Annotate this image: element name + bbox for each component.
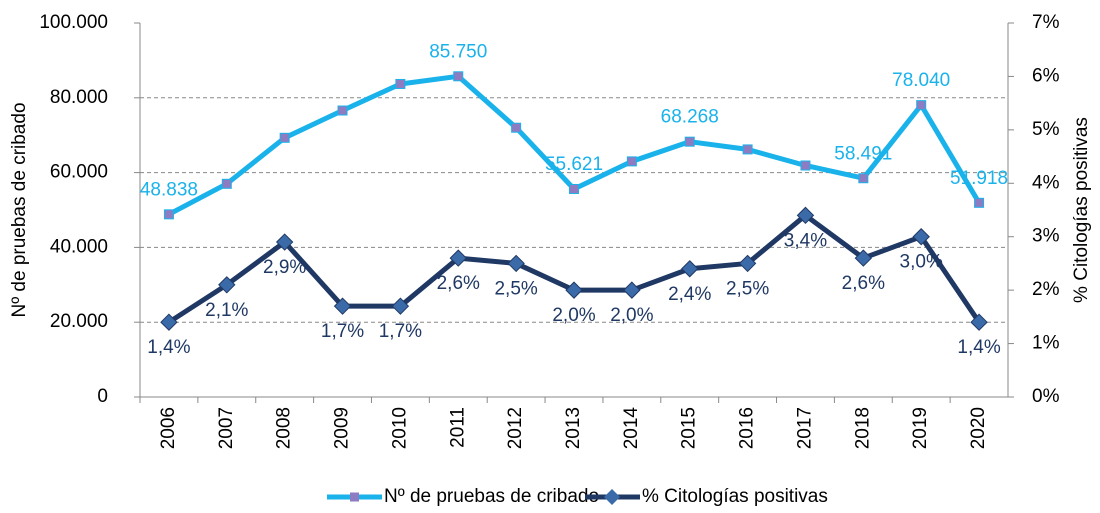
data-label: 1,4% <box>957 337 1000 358</box>
marker <box>221 178 232 189</box>
marker <box>449 249 467 267</box>
marker <box>395 78 406 89</box>
marker <box>912 228 930 246</box>
data-label: 2,5% <box>726 278 769 299</box>
y-tick-label: 0 <box>97 386 108 407</box>
marker <box>279 132 290 143</box>
data-label: 2,0% <box>610 305 653 326</box>
data-label: 3,0% <box>900 252 943 273</box>
y2-tick-label: 5% <box>1032 119 1060 140</box>
y2-tick-label: 3% <box>1032 226 1060 247</box>
y-tick-label: 20.000 <box>50 311 108 332</box>
marker <box>623 281 641 299</box>
y2-tick-label: 7% <box>1032 12 1060 33</box>
marker <box>163 209 174 220</box>
data-label: 2,9% <box>263 257 306 278</box>
x-tick-label: 2020 <box>968 407 989 449</box>
y2-tick-label: 1% <box>1032 333 1060 354</box>
data-label: 78.040 <box>892 70 950 91</box>
marker <box>511 122 522 133</box>
marker <box>796 206 815 225</box>
marker <box>569 183 579 194</box>
x-tick-label: 2019 <box>910 407 931 449</box>
x-tick-label: 2012 <box>505 407 526 449</box>
data-label: 2,0% <box>552 305 595 326</box>
marker <box>275 233 294 251</box>
data-label: 2,4% <box>668 284 711 305</box>
x-tick-label: 2016 <box>737 407 758 449</box>
data-label: 51.918 <box>950 168 1008 189</box>
x-tick-label: 2009 <box>332 407 353 449</box>
data-label: 85.750 <box>429 41 487 62</box>
data-label: 68.268 <box>661 107 719 128</box>
x-tick-label: 2013 <box>563 407 584 449</box>
y2-axis-title: % Citologías positivas <box>1071 117 1092 303</box>
data-label: 1,7% <box>379 321 422 342</box>
data-label: 55.621 <box>545 154 603 175</box>
marker <box>684 136 695 147</box>
marker <box>681 260 699 278</box>
x-tick-label: 2015 <box>679 407 700 449</box>
y2-tick-label: 2% <box>1032 279 1060 300</box>
marker <box>974 197 985 208</box>
y2-tick-label: 4% <box>1032 172 1060 193</box>
marker <box>742 144 753 155</box>
x-tick-label: 2014 <box>621 407 642 450</box>
x-tick-label: 2010 <box>389 407 410 449</box>
marker <box>626 156 637 167</box>
y-tick-label: 80.000 <box>50 87 108 108</box>
marker <box>970 313 988 331</box>
x-tick-label: 2011 <box>447 407 468 448</box>
marker <box>854 249 873 267</box>
legend-label: % Citologías positivas <box>642 486 828 507</box>
y-axis-title: Nº de pruebas de cribado <box>9 102 30 317</box>
marker <box>858 173 869 184</box>
marker <box>916 100 927 111</box>
marker <box>337 105 348 116</box>
data-label: 1,7% <box>321 321 364 342</box>
marker <box>453 71 464 82</box>
y-tick-label: 40.000 <box>50 236 108 257</box>
legend-label: Nº de pruebas de cribado <box>384 486 599 507</box>
x-tick-label: 2007 <box>216 407 237 449</box>
data-label: 3,4% <box>784 230 827 251</box>
data-label: 2,6% <box>842 273 885 294</box>
marker <box>738 254 757 273</box>
data-label: 2,6% <box>437 273 480 294</box>
legend-marker <box>350 492 359 502</box>
y-tick-label: 100.000 <box>39 12 108 33</box>
x-tick-label: 2017 <box>794 407 815 449</box>
y2-tick-label: 0% <box>1032 386 1060 407</box>
marker <box>333 297 352 315</box>
marker <box>565 281 583 299</box>
x-tick-label: 2006 <box>158 407 179 449</box>
y-tick-label: 60.000 <box>50 162 108 183</box>
data-label: 2,1% <box>205 300 248 321</box>
x-tick-label: 2018 <box>852 407 873 449</box>
x-tick-label: 2008 <box>274 407 295 449</box>
marker <box>160 313 178 331</box>
y2-tick-label: 6% <box>1032 65 1060 86</box>
marker <box>218 276 236 294</box>
data-label: 2,5% <box>494 278 537 299</box>
legend-marker <box>604 489 620 505</box>
data-label: 58.491 <box>834 143 892 164</box>
data-label: 1,4% <box>147 337 190 358</box>
marker <box>507 254 525 273</box>
data-label: 48.838 <box>140 179 198 200</box>
marker <box>800 160 811 171</box>
marker <box>391 297 410 315</box>
